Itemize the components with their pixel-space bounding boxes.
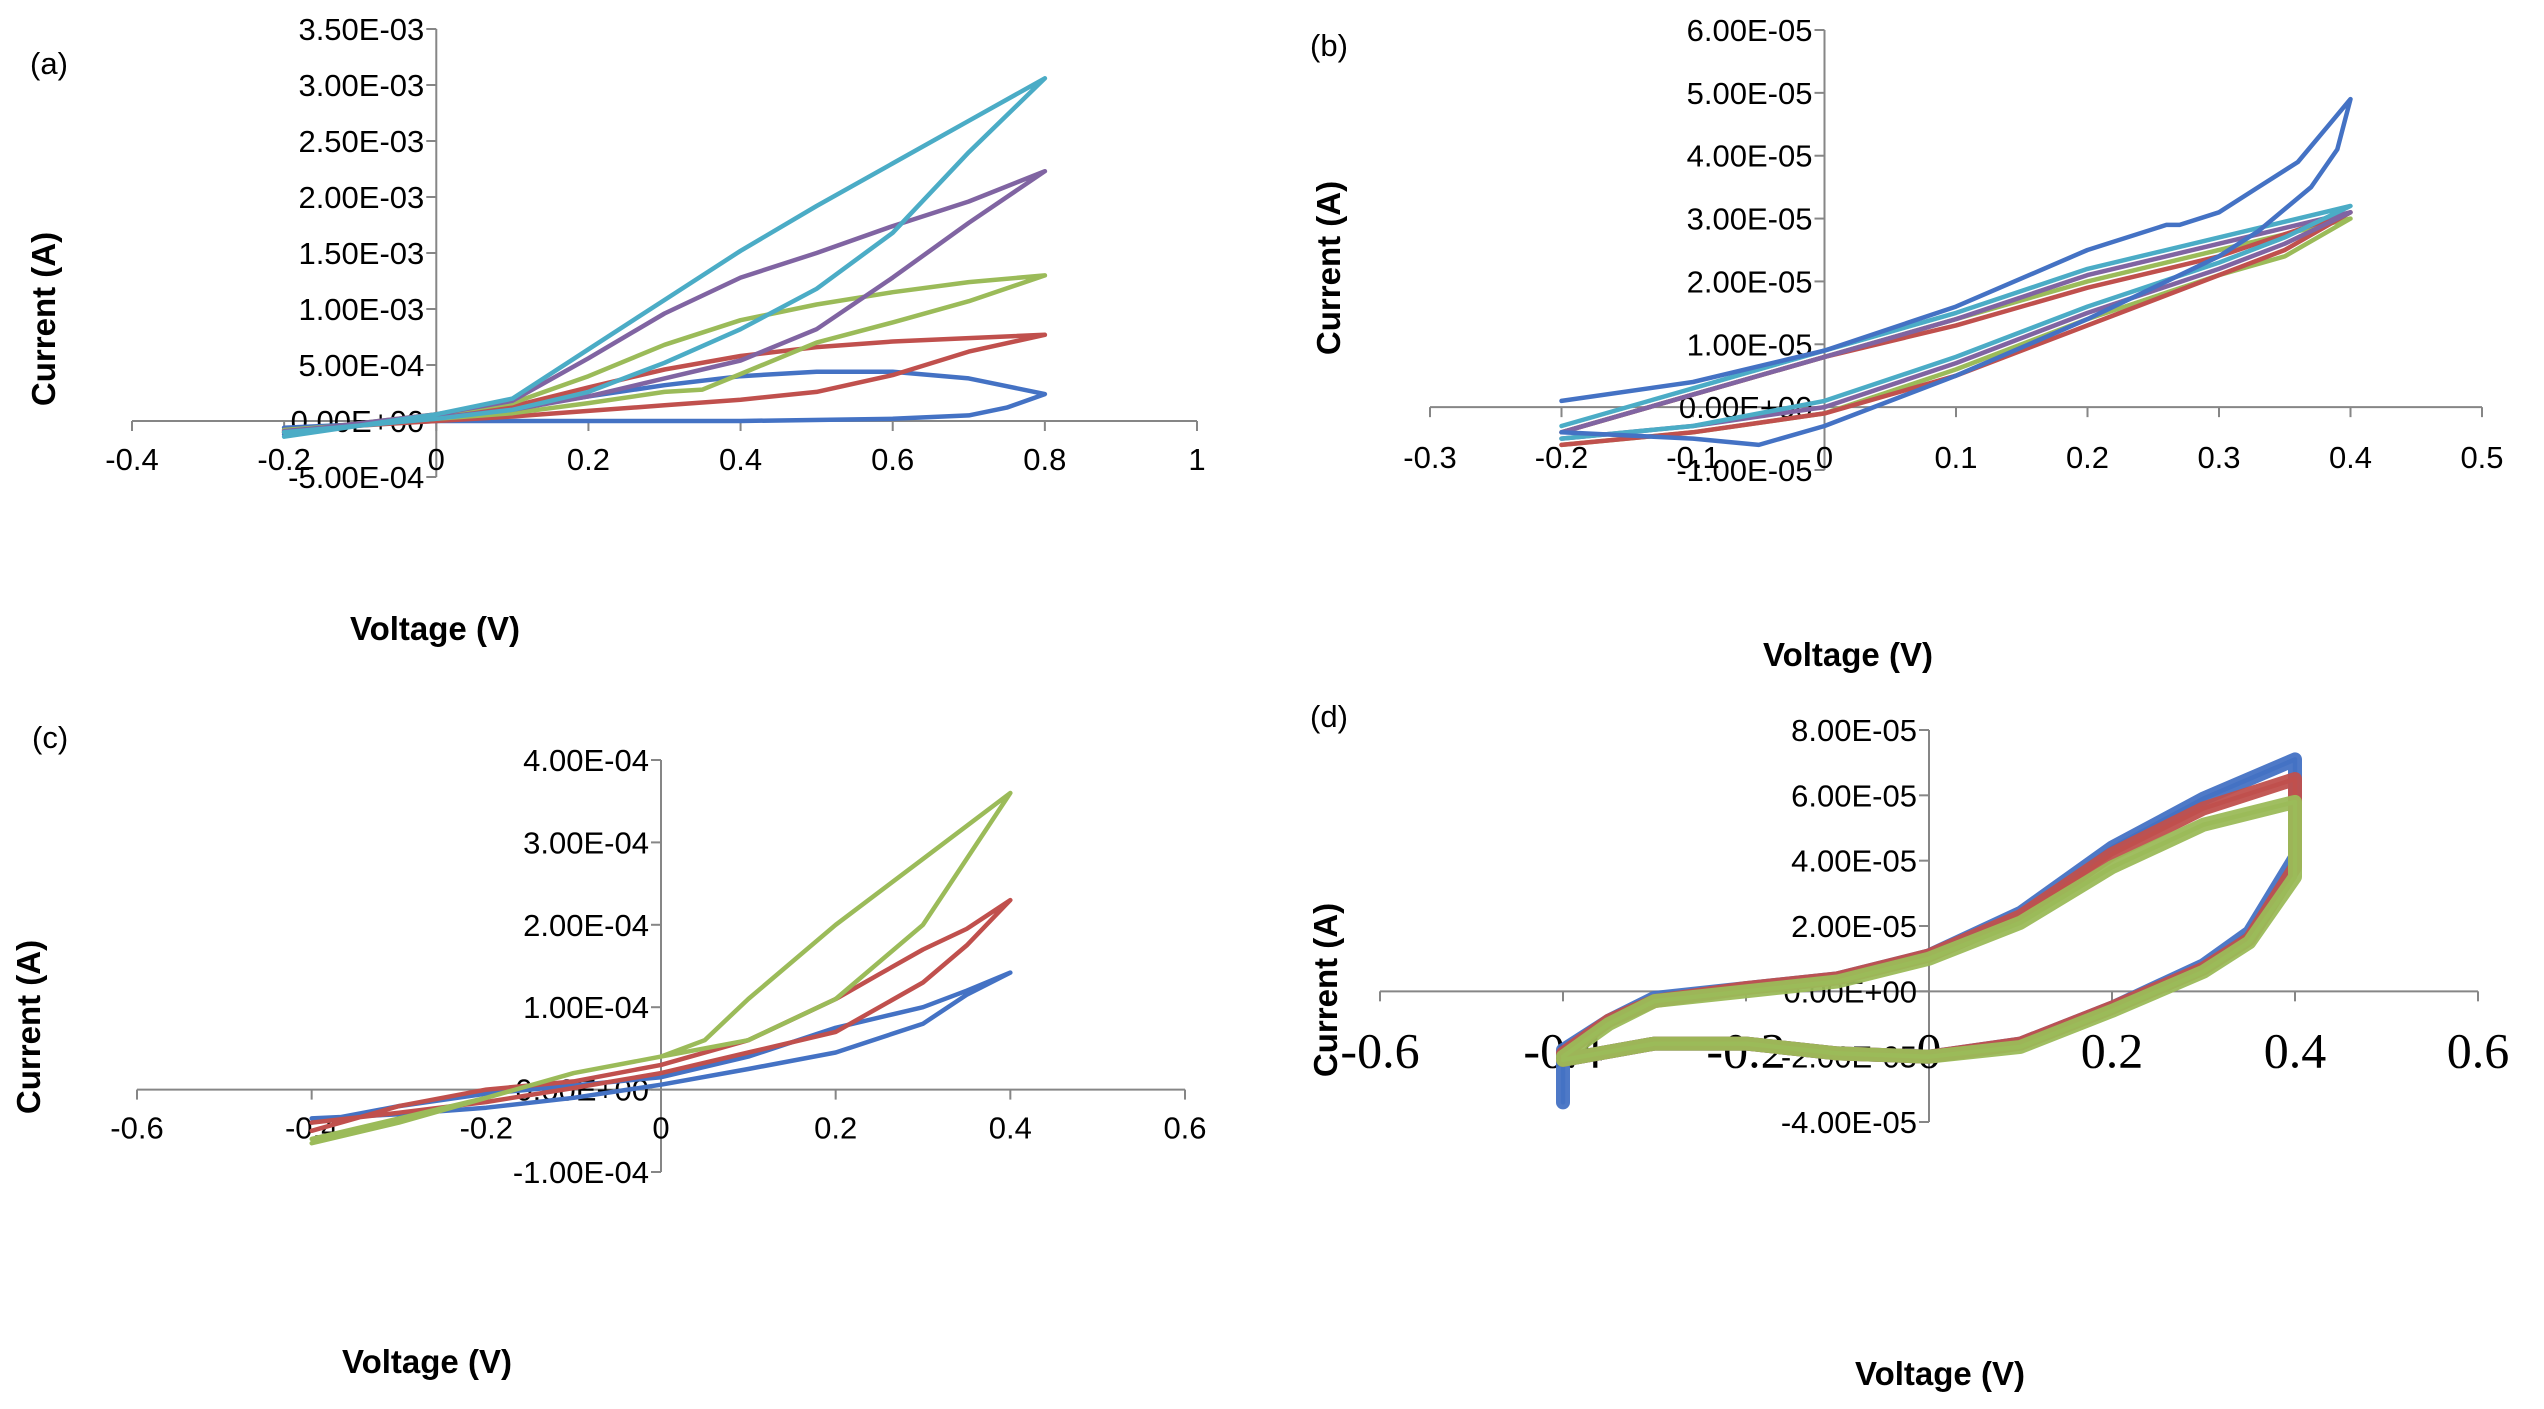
y-tick-label: -5.00E-04 (288, 460, 424, 495)
data-series-line (309, 897, 1013, 1134)
x-tick-label: -0.4 (105, 442, 158, 477)
x-tick-label: 0.2 (2066, 440, 2109, 475)
panel-d: -0.6 -0.4 -0.2 0 0.2 0.4 0.6-4.00E-05-2.00E-05… (1307, 699, 2509, 1392)
x-tick-label: 1 (1188, 442, 1205, 477)
panel-label: (c) (32, 720, 68, 755)
y-tick-label: 1.00E-04 (523, 990, 649, 1025)
x-tick-label: 0.2 (814, 1111, 857, 1146)
y-tick-label: 1.00E-03 (298, 292, 424, 327)
y-tick-label: 4.00E-05 (1791, 844, 1917, 879)
x-tick-label: 0.1 (1934, 440, 1977, 475)
y-tick-label: 2.00E-05 (1687, 264, 1813, 299)
x-tick-label: 0.4 (2329, 440, 2372, 475)
x-tick-label: 0.4 (719, 442, 762, 477)
x-tick-label: 0 (652, 1111, 669, 1146)
data-series-line (281, 332, 1048, 435)
panel-c: -0.6 -0.4 -0.2 0 0.2 0.4 0.6-1.00E-040.00E+001… (10, 720, 1207, 1380)
y-axis-title: Current (A) (25, 232, 62, 406)
data-series-line (1559, 210, 2353, 441)
y-tick-label: 3.00E-04 (523, 825, 649, 860)
y-tick-label: 2.00E-03 (298, 180, 424, 215)
data-series-line (309, 790, 1013, 1146)
y-tick-label: 2.00E-04 (523, 908, 649, 943)
y-tick-label: 3.00E-03 (298, 68, 424, 103)
y-tick-label: 6.00E-05 (1687, 13, 1813, 48)
x-axis-title: Voltage (V) (350, 610, 520, 647)
y-tick-label: 5.00E-04 (298, 348, 424, 383)
y-tick-label: 3.00E-05 (1687, 202, 1813, 237)
x-tick-label: 0.6 (2447, 1022, 2510, 1078)
x-axis-title: Voltage (V) (1855, 1355, 2025, 1392)
x-tick-label: 0.3 (2197, 440, 2240, 475)
x-axis-title: Voltage (V) (342, 1343, 512, 1380)
x-tick-label: 0.2 (567, 442, 610, 477)
y-tick-label: 4.00E-04 (523, 743, 649, 778)
y-tick-label: 6.00E-05 (1791, 778, 1917, 813)
x-tick-label: 0.2 (2081, 1022, 2144, 1078)
panel-label: (a) (30, 46, 68, 81)
x-axis-title: Voltage (V) (1763, 636, 1933, 673)
x-tick-label: -0.1 (1666, 440, 1719, 475)
panel-a: -0.4 -0.2 0 0.2 0.4 0.6 0.8 1-5.00E-040.00E+005… (25, 12, 1206, 647)
y-tick-label: 5.00E-05 (1687, 76, 1813, 111)
x-tick-label: -0.3 (1403, 440, 1456, 475)
y-tick-label: 4.00E-05 (1687, 139, 1813, 174)
panel-b: -0.3 -0.2 -0.1 0 0.1 0.2 0.3 0.4 0.5-1.00E-050.0… (1310, 13, 2504, 673)
x-tick-label: -0.6 (1340, 1022, 1419, 1078)
x-tick-label: 0.8 (1023, 442, 1066, 477)
x-tick-label: 0.4 (2264, 1022, 2327, 1078)
y-tick-label: 3.50E-03 (298, 12, 424, 47)
panel-label: (d) (1310, 699, 1348, 734)
y-axis-title: Current (A) (10, 940, 47, 1114)
y-axis-title: Current (A) (1310, 181, 1347, 355)
x-tick-label: 0.6 (871, 442, 914, 477)
x-tick-label: 0 (1816, 440, 1833, 475)
y-tick-label: -1.00E-05 (1676, 453, 1812, 488)
data-series-line (281, 76, 1048, 439)
x-tick-label: -0.6 (110, 1111, 163, 1146)
y-tick-label: 2.50E-03 (298, 124, 424, 159)
data-series-line (281, 168, 1048, 435)
y-tick-label: 1.50E-03 (298, 236, 424, 271)
x-tick-label: -0.2 (460, 1111, 513, 1146)
x-tick-label: 0.5 (2460, 440, 2503, 475)
data-series-line (309, 970, 1013, 1125)
y-tick-label: -4.00E-05 (1781, 1105, 1917, 1140)
data-series-line (1560, 799, 2298, 1063)
y-tick-label: 2.00E-05 (1791, 909, 1917, 944)
x-tick-label: 0 (428, 442, 445, 477)
data-series-line (281, 273, 1048, 435)
x-tick-label: -0.2 (257, 442, 310, 477)
data-series-line (1559, 96, 2353, 448)
y-tick-label: 8.00E-05 (1791, 713, 1917, 748)
y-axis-title: Current (A) (1307, 903, 1344, 1077)
panel-label: (b) (1310, 28, 1348, 63)
x-tick-label: 0.4 (989, 1111, 1032, 1146)
y-tick-label: -1.00E-04 (513, 1155, 649, 1190)
x-tick-label: 0.6 (1163, 1111, 1206, 1146)
